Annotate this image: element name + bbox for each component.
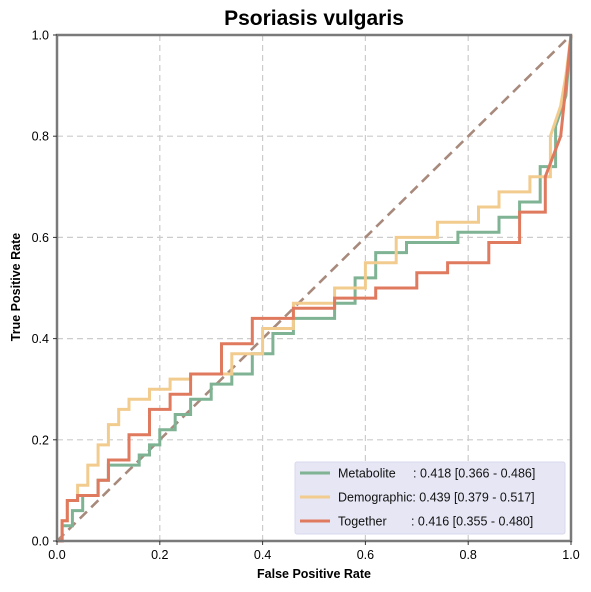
chart-title: Psoriasis vulgaris (224, 7, 404, 30)
roc-curve-together (57, 34, 573, 543)
y-tick-label: 0.4 (32, 332, 49, 346)
y-axis-label: True Positive Rate (9, 233, 23, 341)
chance-diagonal-line (56, 34, 572, 542)
roc-curve-demographic (57, 34, 573, 543)
x-tick-label: 1.0 (562, 548, 579, 562)
x-tick-label: 0.2 (151, 548, 168, 562)
roc-curves (57, 34, 573, 543)
y-tick-label: 0.6 (32, 231, 49, 245)
y-tick-label: 0.8 (32, 130, 49, 144)
legend-box (294, 461, 566, 535)
legend-label-together: Together : 0.416 [0.355 - 0.480] (338, 515, 533, 529)
plot-frame (55, 33, 573, 543)
y-tick-label: 0.0 (32, 535, 49, 549)
legend-label-demographic: Demographic: 0.439 [0.379 - 0.517] (338, 491, 535, 505)
x-tick-label: 0.4 (254, 548, 271, 562)
x-axis-label: False Positive Rate (257, 567, 371, 581)
legend: Metabolite : 0.418 [0.366 - 0.486] Demogr… (294, 461, 566, 535)
y-tick-label: 0.2 (32, 433, 49, 447)
x-tick-label: 0.0 (48, 548, 65, 562)
legend-label-metabolite: Metabolite : 0.418 [0.366 - 0.486] (338, 467, 535, 481)
x-tick-label: 0.8 (460, 548, 477, 562)
y-tick-label: 1.0 (32, 29, 49, 43)
x-tick-label: 0.6 (357, 548, 374, 562)
axis-ticks: 0.0 0.2 0.4 0.6 0.8 1.0 0.0 0.2 0.4 0.6 0.8 1.0 (32, 29, 580, 563)
